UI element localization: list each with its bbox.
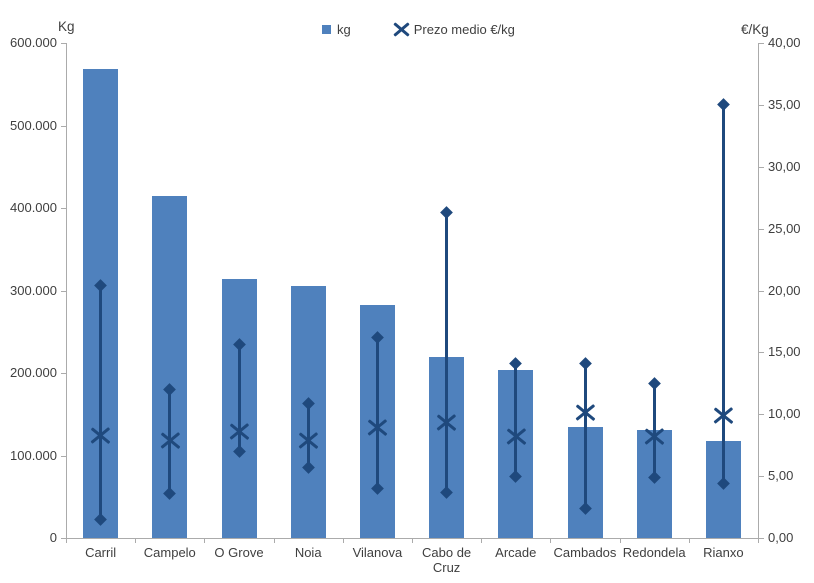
right-axis-tick-label: 40,00	[768, 35, 801, 50]
right-axis-title: €/Kg	[741, 22, 769, 37]
legend: kg Prezo medio €/kg	[322, 22, 515, 37]
right-axis-tick	[759, 414, 764, 416]
left-axis-tick-label: 400.000	[10, 200, 57, 215]
right-axis-tick	[759, 43, 764, 44]
price-mean-x-marker-rianxo	[713, 407, 734, 424]
right-axis-tick-label: 5,00	[768, 468, 794, 484]
legend-kg-label: kg	[337, 22, 351, 37]
price-max-diamond-icon-rianxo	[717, 98, 730, 112]
price-max-diamond-icon-cabo-de-cruz	[440, 206, 453, 219]
price-range-line-cambados	[583, 363, 587, 509]
category-label-noia: Noia	[294, 545, 322, 560]
legend-item-kg: kg	[322, 22, 351, 37]
right-axis-tick	[759, 290, 764, 292]
price-range-line-redondela	[652, 383, 656, 478]
x-axis-tick	[688, 538, 690, 543]
x-axis-tick	[619, 538, 621, 543]
right-axis-tick	[759, 166, 764, 168]
price-range-line-noia	[306, 403, 310, 468]
x-axis-tick	[66, 538, 67, 543]
right-axis-tick	[759, 538, 764, 539]
x-marker-icon	[393, 22, 410, 37]
price-mean-x-marker-carril	[90, 426, 111, 444]
category-label-campelo: Campelo	[143, 545, 196, 560]
price-range-line-arcade	[514, 363, 518, 477]
price-mean-x-marker-campelo	[159, 431, 180, 449]
price-range-line-vilanova	[375, 337, 379, 489]
left-axis-tick-label: 600.000	[10, 35, 57, 50]
right-axis-tick-label: 20,00	[768, 282, 801, 298]
price-mean-x-marker-o-grove	[229, 423, 249, 440]
price-mean-x-marker-cabo-de-cruz	[436, 414, 457, 432]
left-axis-tick	[61, 455, 66, 457]
left-axis-tick	[61, 290, 66, 292]
right-axis-tick-label: 10,00	[768, 406, 801, 422]
category-label-carril: Carril	[85, 545, 117, 560]
category-label-arcade: Arcade	[495, 545, 537, 560]
category-label-o-grove: O Grove	[214, 545, 264, 560]
left-axis-title: Kg	[58, 19, 75, 34]
price-mean-x-marker-cambados	[575, 404, 595, 422]
price-max-diamond-icon-arcade	[509, 357, 523, 370]
price-max-diamond-icon-redondela	[647, 376, 661, 390]
legend-x-glyph-icon	[393, 22, 410, 37]
left-axis-tick	[61, 538, 66, 539]
price-range-line-carril	[99, 285, 103, 520]
price-max-diamond-icon-cambados	[578, 357, 592, 370]
x-axis-tick	[758, 538, 759, 543]
price-mean-x-marker-vilanova	[367, 419, 388, 437]
right-axis-tick	[759, 476, 764, 478]
right-axis-tick	[759, 352, 764, 354]
price-mean-x-marker-arcade	[505, 428, 526, 445]
left-axis-tick-label: 0	[49, 530, 57, 545]
price-mean-x-marker-noia	[298, 431, 319, 449]
price-range-line-o-grove	[237, 344, 241, 452]
x-axis-tick	[412, 538, 413, 543]
left-axis-tick-label: 100.000	[10, 447, 57, 463]
x-axis-tick	[342, 538, 344, 543]
left-axis-tick-label: 200.000	[10, 365, 57, 380]
right-axis-tick-label: 30,00	[768, 158, 801, 174]
category-label-cabo-de-cruz: Cabo de Cruz	[422, 545, 472, 575]
x-axis-tick	[273, 538, 275, 543]
left-axis-line	[66, 43, 67, 538]
left-axis-tick	[61, 43, 66, 44]
category-label-rianxo: Rianxo	[703, 545, 744, 560]
left-axis-tick	[61, 373, 66, 374]
x-axis-tick	[550, 538, 552, 543]
right-axis-tick-label: 15,00	[768, 344, 801, 360]
left-axis-tick-label: 500.000	[10, 117, 57, 133]
right-axis-line	[758, 43, 759, 538]
price-range-line-cabo-de-cruz	[445, 212, 449, 493]
category-label-cambados: Cambados	[553, 545, 617, 560]
right-axis-tick-label: 35,00	[768, 96, 801, 112]
x-axis-tick	[204, 538, 206, 543]
price-range-line-rianxo	[721, 104, 725, 484]
left-axis-tick	[61, 208, 66, 209]
bar-series-swatch-icon	[322, 25, 331, 34]
right-axis-tick-label: 0,00	[768, 530, 794, 545]
legend-item-prezo-medio: Prezo medio €/kg	[393, 22, 515, 37]
x-axis-tick	[481, 538, 483, 543]
category-label-vilanova: Vilanova	[352, 545, 403, 560]
right-axis-tick-label: 25,00	[768, 220, 801, 236]
category-label-redondela: Redondela	[622, 545, 686, 560]
left-axis-tick-label: 300.000	[10, 282, 57, 298]
right-axis-tick	[759, 228, 764, 230]
right-axis-tick	[759, 104, 764, 106]
left-axis-tick	[61, 125, 66, 127]
legend-prezo-medio-label: Prezo medio €/kg	[413, 22, 515, 37]
price-mean-x-marker-redondela	[644, 428, 665, 445]
x-axis-tick	[135, 538, 137, 543]
